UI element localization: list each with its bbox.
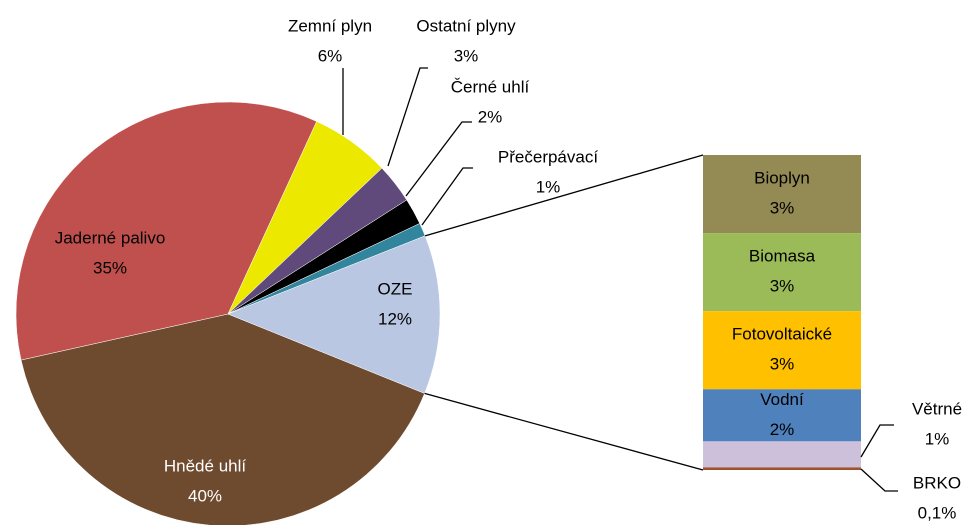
- bar-segment: [703, 311, 861, 390]
- pie-slice: [227, 235, 441, 394]
- connector: [424, 154, 704, 237]
- bar-label: Fotovoltaické: [732, 325, 832, 344]
- bar-label: Větrné: [912, 399, 962, 418]
- slice-value: 1%: [536, 177, 561, 196]
- slice-value: 12%: [378, 309, 412, 328]
- bar-label: BRKO: [913, 473, 961, 492]
- bar-value: 1%: [925, 429, 950, 448]
- slice-label: Přečerpávací: [498, 147, 598, 166]
- slice-value: 3%: [454, 46, 479, 65]
- slice-label: OZE: [378, 279, 413, 298]
- bar-segment: [703, 389, 861, 442]
- connector: [424, 392, 704, 471]
- leader-line: [860, 424, 894, 458]
- leader-line: [421, 167, 473, 226]
- bar-segment: [703, 155, 861, 234]
- leader-line: [405, 121, 472, 197]
- slice-label: Jaderné palivo: [55, 228, 166, 247]
- pie-slice: [15, 101, 318, 361]
- slice-label: Ostatní plyny: [416, 16, 516, 35]
- slice-value: 35%: [93, 258, 127, 277]
- bar-value: 3%: [770, 277, 795, 296]
- slice-value: 6%: [318, 46, 343, 65]
- pie-slice: [20, 313, 425, 525]
- bar-value: 2%: [770, 420, 795, 439]
- bar-value: 3%: [770, 199, 795, 218]
- bar-label: Bioplyn: [754, 169, 810, 188]
- bar-label: Vodní: [760, 390, 804, 409]
- slice-label: Černé uhlí: [451, 77, 530, 96]
- leader-line: [860, 468, 898, 492]
- bar-segment: [703, 233, 861, 312]
- slice-value: 2%: [478, 107, 503, 126]
- bar-label: Biomasa: [749, 247, 816, 266]
- bar-segment: [703, 441, 861, 468]
- slice-label: Hnědé uhlí: [164, 456, 247, 475]
- slice-label: Zemní plyn: [288, 16, 372, 35]
- slice-value: 40%: [188, 486, 222, 505]
- bar-value: 0,1%: [918, 503, 957, 522]
- bar-segment: [703, 467, 861, 470]
- bar-value: 3%: [770, 355, 795, 374]
- leader-line: [387, 67, 428, 167]
